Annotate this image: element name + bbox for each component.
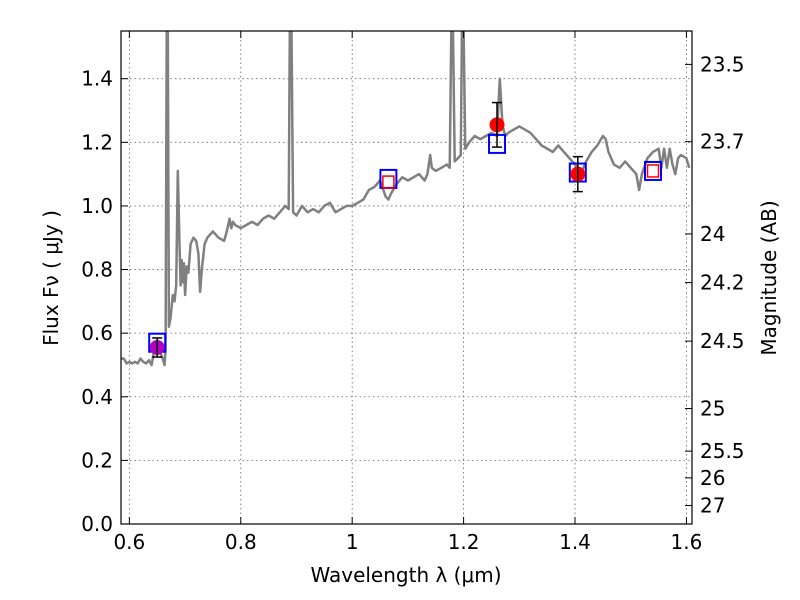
- spectrum-line: [121, 31, 691, 367]
- axes-frame: [120, 30, 693, 525]
- model-square-red: [646, 164, 660, 178]
- y-tick-label: 1.2: [81, 130, 113, 154]
- plot-area: [121, 31, 691, 367]
- y2-tick-label: 24: [700, 222, 725, 246]
- x-tick-label: 0.6: [113, 530, 145, 554]
- x-tick-label: 0.8: [225, 530, 257, 554]
- y2-tick-label: 25: [700, 397, 725, 421]
- y2-tick-label: 24.2: [700, 271, 745, 295]
- y-tick-label: 0.6: [81, 321, 113, 345]
- y2-tick-label: 26: [700, 466, 725, 490]
- y-tick-label: 0.8: [81, 258, 113, 282]
- x-tick-label: 1.4: [559, 530, 591, 554]
- x-tick-label: 1.6: [671, 530, 703, 554]
- y-tick-label: 1.0: [81, 194, 113, 218]
- y2-axis-title: Magnitude (AB): [757, 200, 781, 355]
- x-axis-title: Wavelength λ (μm): [310, 563, 501, 587]
- y-axis-title: Flux Fν ( μJy ): [39, 210, 63, 346]
- y-tick-label: 0.0: [81, 512, 113, 536]
- y2-tick-label: 24.5: [700, 329, 745, 353]
- model-square-red: [382, 175, 395, 189]
- y-tick-label: 1.4: [81, 67, 113, 91]
- y2-tick-label: 23.5: [700, 52, 745, 76]
- x-tick-label: 1: [346, 530, 359, 554]
- y2-tick-label: 27: [700, 494, 725, 518]
- y-tick-label: 0.2: [81, 448, 113, 472]
- y2-tick-label: 23.7: [700, 130, 745, 154]
- y-tick-label: 0.4: [81, 385, 113, 409]
- y2-tick-label: 25.5: [700, 439, 745, 463]
- ticks: 0.6 0.8 1 1.2 1.4 1.6 0.0 0.2 0.4 0.6 0.8 1.0 1.2 1.4…: [81, 31, 745, 554]
- x-tick-label: 1.2: [448, 530, 480, 554]
- model-square-blue: [644, 160, 663, 181]
